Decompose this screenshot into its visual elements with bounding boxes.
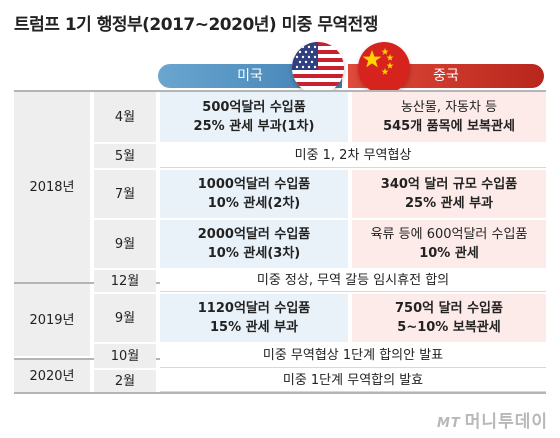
year-cell: 2018년 [14, 92, 90, 282]
us-action: 500억달러 수입품 25% 관세 부과(1차) [160, 92, 348, 142]
year-cell: 2020년 [14, 360, 90, 392]
logo-text: 머니투데이 [464, 412, 548, 432]
month-cell: 5월 [94, 144, 156, 168]
cn-action-line: 5~10% 보복관세 [397, 320, 501, 335]
month-cell: 12월 [94, 270, 156, 292]
joint-event: 미중 1, 2차 무역협상 [160, 144, 546, 168]
month-cell: 9월 [94, 294, 156, 342]
joint-event: 미중 1단계 무역합의 발효 [160, 370, 546, 392]
month-cell: 9월 [94, 220, 156, 268]
month-cell: 4월 [94, 92, 156, 142]
us-flag-icon [292, 42, 344, 94]
us-action-line: 15% 관세 부과 [209, 320, 298, 335]
us-action-line: 25% 관세 부과(1차) [193, 119, 315, 134]
us-action: 1120억달러 수입품 15% 관세 부과 [160, 294, 348, 342]
publisher-logo: MT 머니투데이 [437, 407, 548, 432]
year-rule [14, 90, 546, 92]
cn-action-line: 25% 관세 부과 [404, 196, 493, 211]
us-action-line: 1120억달러 수입품 [197, 301, 311, 316]
year-cell: 2019년 [14, 284, 90, 356]
us-action: 1000억달러 수입품 10% 관세(2차) [160, 170, 348, 218]
us-action-line: 500억달러 수입품 [202, 100, 306, 115]
cn-action: 340억 달러 규모 수입품 25% 관세 부과 [352, 170, 546, 218]
us-action-line: 1000억달러 수입품 [197, 177, 311, 192]
logo-mark: MT [436, 416, 461, 431]
cn-action-line: 육류 등에 600억달러 수입품 [370, 227, 528, 242]
cn-action: 육류 등에 600억달러 수입품 10% 관세 [352, 220, 546, 268]
month-cell: 10월 [94, 344, 156, 368]
month-cell: 2월 [94, 370, 156, 392]
cn-action: 750억 달러 수입품 5~10% 보복관세 [352, 294, 546, 342]
cn-action-line: 750억 달러 수입품 [395, 301, 503, 316]
cn-action-line: 10% 관세 [419, 246, 479, 261]
cn-action-line: 545개 품목에 보복관세 [383, 119, 515, 134]
joint-event: 미중 정상, 무역 갈등 임시휴전 합의 [160, 270, 546, 292]
us-action-line: 2000억달러 수입품 [197, 227, 311, 242]
year-rule [14, 392, 546, 394]
cn-action-line: 농산물, 자동차 등 [400, 100, 498, 115]
cn-action: 농산물, 자동차 등 545개 품목에 보복관세 [352, 92, 546, 142]
joint-event: 미중 무역협상 1단계 합의안 발표 [160, 344, 546, 368]
us-action-line: 10% 관세(3차) [207, 246, 301, 261]
page-title: 트럼프 1기 행정부(2017~2020년) 미중 무역전쟁 [14, 15, 378, 35]
cn-flag-icon [358, 42, 410, 94]
us-action-line: 10% 관세(2차) [207, 196, 301, 211]
us-action: 2000억달러 수입품 10% 관세(3차) [160, 220, 348, 268]
cn-action-line: 340억 달러 규모 수입품 [380, 177, 518, 192]
month-cell: 7월 [94, 170, 156, 218]
